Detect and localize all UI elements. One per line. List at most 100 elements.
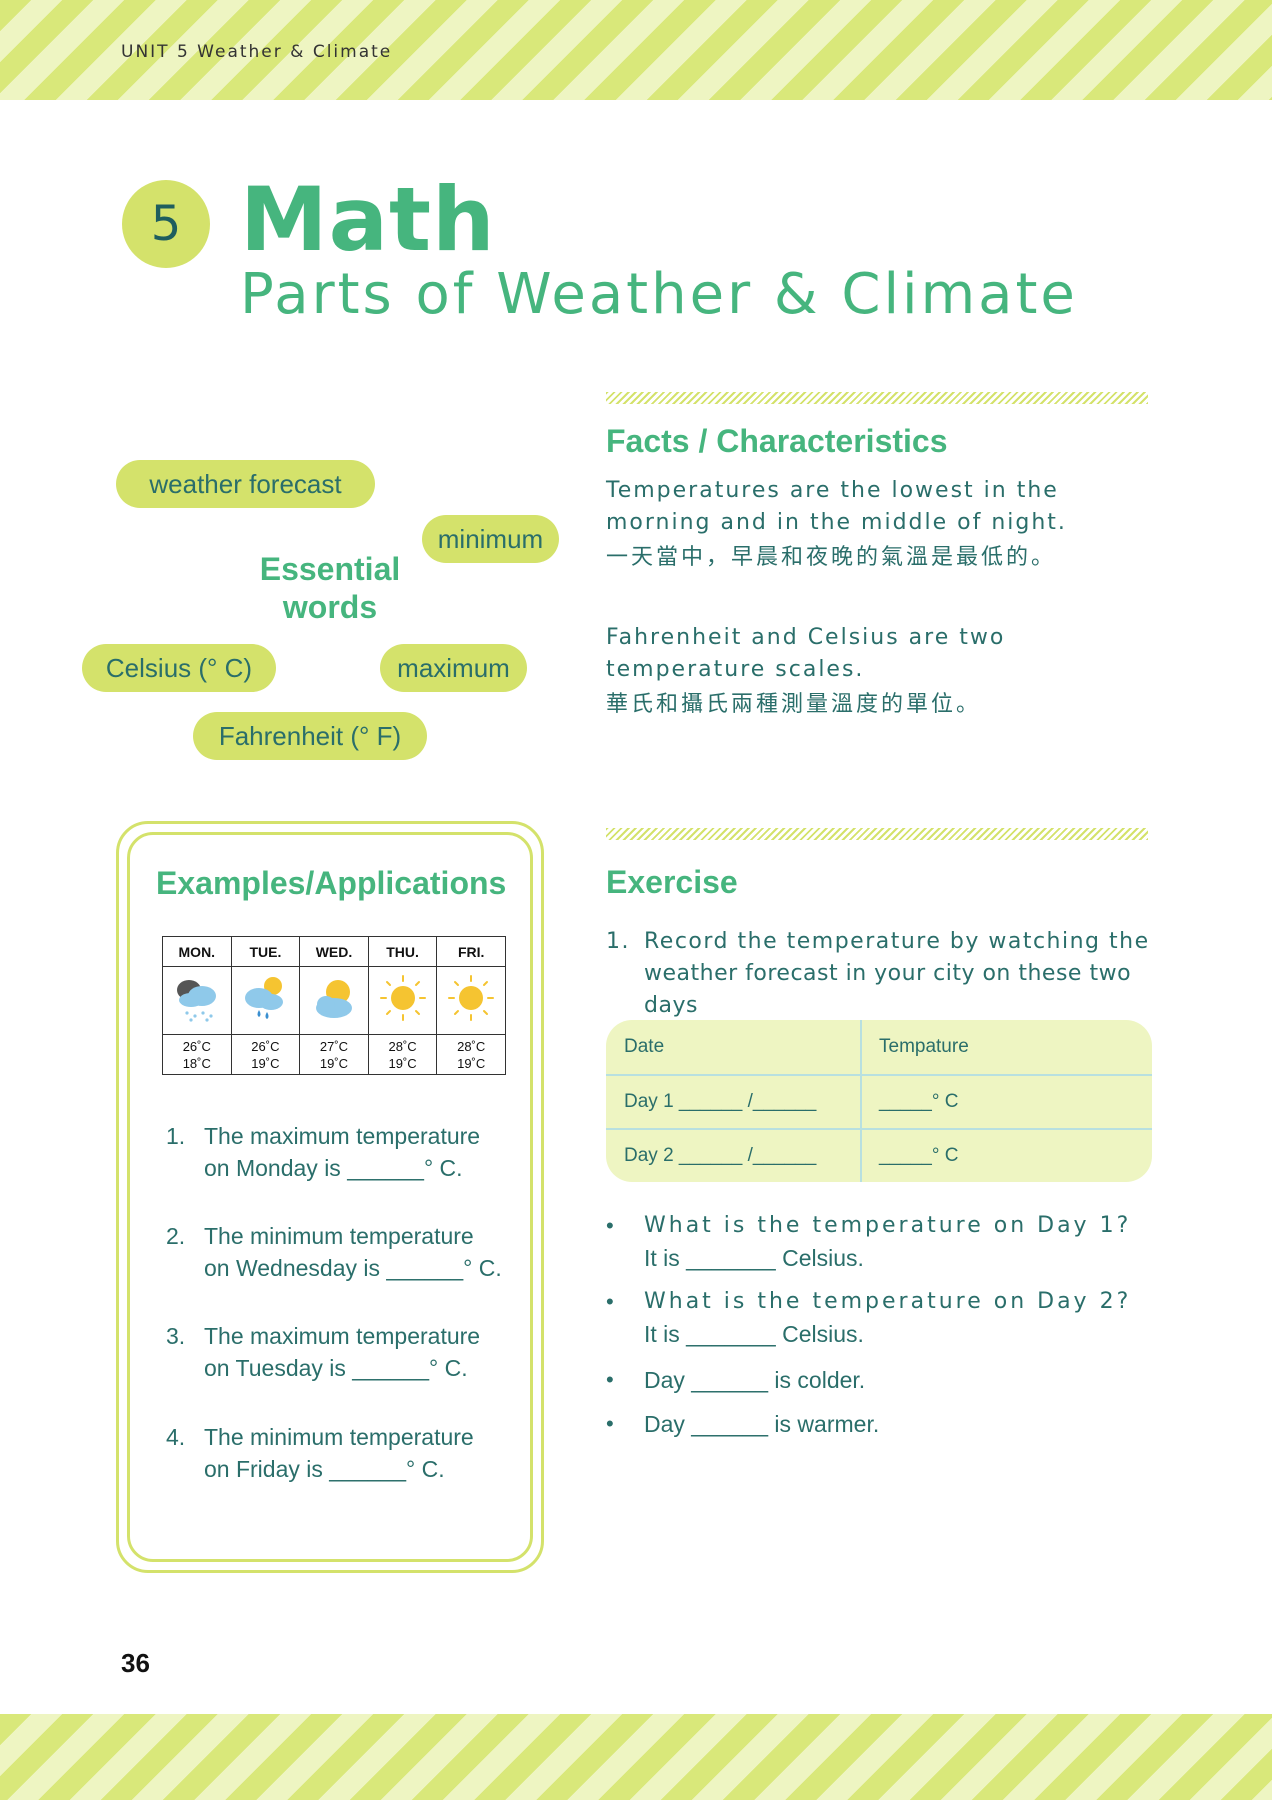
table-cell-date: Day 2 ______ /______	[624, 1145, 817, 1166]
forecast-temp-cell: 27˚C 19˚C	[299, 1034, 369, 1075]
exercise-divider	[606, 828, 1148, 840]
instruction-number: 1.	[606, 929, 630, 954]
forecast-icon-cell	[299, 966, 369, 1035]
word-pill-weather-forecast: weather forecast	[116, 460, 375, 508]
table-header-date: Date	[624, 1036, 665, 1057]
forecast-low: 19˚C	[388, 1055, 417, 1071]
question-number: 1.	[166, 1123, 186, 1149]
bullet-text: Day ______ is colder.	[644, 1367, 866, 1393]
bullet-text: Day ______ is warmer.	[644, 1411, 880, 1437]
example-question: 2. The minimum temperature on Wednesday …	[166, 1220, 536, 1284]
bottom-decorative-band	[0, 1714, 1272, 1800]
word-pill-celsius: Celsius (° C)	[82, 644, 276, 692]
table-header-temperature: Tempature	[879, 1036, 969, 1057]
forecast-temps-row: 26˚C 18˚C 26˚C 19˚C 27˚C 19˚C 28˚C 19˚C …	[162, 1034, 506, 1075]
forecast-high: 26˚C	[251, 1038, 280, 1054]
question-line: The maximum temperature	[204, 1123, 481, 1149]
forecast-icon-cell	[367, 966, 438, 1035]
example-question: 4. The minimum temperature on Friday is …	[166, 1421, 536, 1485]
sun-icon	[379, 975, 426, 1021]
essential-words-heading: Essential words	[240, 550, 420, 626]
table-header-row: Date Tempature	[606, 1020, 1152, 1074]
bullet-line: It is _______ Celsius.	[644, 1245, 864, 1271]
examples-panel	[116, 821, 544, 1573]
bullet-symbol: •	[606, 1411, 614, 1436]
bullet-symbol: •	[606, 1213, 614, 1238]
exercise-heading: Exercise	[606, 864, 738, 900]
bullet-symbol: •	[606, 1367, 614, 1392]
facts-divider	[606, 392, 1148, 404]
forecast-high: 27˚C	[319, 1038, 349, 1054]
table-cell-temperature: _____° C	[879, 1145, 959, 1166]
forecast-temp-cell: 28˚C 19˚C	[367, 1034, 438, 1075]
forecast-low: 18˚C	[182, 1055, 211, 1071]
forecast-low: 19˚C	[457, 1055, 486, 1071]
question-line: The minimum temperature	[204, 1424, 474, 1450]
essential-words-line1: Essential	[259, 551, 401, 587]
example-question: 1. The maximum temperature on Monday is …	[166, 1120, 536, 1184]
bullet-symbol: •	[606, 1289, 614, 1314]
sun-shower-icon	[245, 977, 284, 1019]
forecast-low: 19˚C	[319, 1055, 349, 1071]
forecast-icon-cell	[230, 966, 301, 1035]
bullet-text: What is the temperature on Day 2? It is …	[644, 1286, 1131, 1350]
exercise-bullet: • Day ______ is warmer.	[606, 1408, 1166, 1440]
bullet-line: It is _______ Celsius.	[644, 1321, 864, 1347]
word-pill-fahrenheit: Fahrenheit (° F)	[193, 712, 427, 760]
fact-chinese: 一天當中，早晨和夜晚的氣溫是最低的。	[606, 545, 1057, 570]
forecast-high: 28˚C	[388, 1038, 417, 1054]
exercise-bullet: • Day ______ is colder.	[606, 1364, 1166, 1396]
bullet-line: What is the temperature on Day 2?	[644, 1289, 1132, 1314]
question-line: on Friday is ______° C.	[204, 1456, 445, 1482]
forecast-icons-row	[162, 966, 506, 1035]
forecast-day: THU.	[367, 936, 438, 967]
temperature-record-table: Date Tempature Day 1 ______ /______ ____…	[606, 1020, 1152, 1182]
forecast-day: FRI.	[436, 936, 506, 967]
forecast-low: 19˚C	[251, 1055, 280, 1071]
forecast-temp-cell: 28˚C 19˚C	[436, 1034, 506, 1075]
question-line: on Wednesday is ______° C.	[204, 1255, 502, 1281]
question-number: 4.	[166, 1424, 186, 1450]
essential-words-line2: words	[282, 589, 378, 625]
table-row: Day 1 ______ /______ _____° C	[606, 1074, 1152, 1128]
fact-english: Fahrenheit and Celsius are two temperatu…	[606, 625, 1006, 682]
question-line: The maximum temperature	[204, 1323, 481, 1349]
instruction-line: Record the temperature by watching the	[644, 929, 1150, 954]
question-line: on Tuesday is ______° C.	[204, 1355, 468, 1381]
example-question: 3. The maximum temperature on Tuesday is…	[166, 1320, 536, 1384]
partly-cloudy-icon	[315, 980, 352, 1018]
instruction-line: weather forecast in your city on these t…	[644, 961, 1132, 1018]
lesson-title: Math	[240, 168, 496, 271]
forecast-day: MON.	[162, 936, 232, 967]
table-column-divider	[860, 1020, 862, 1182]
forecast-day: TUE.	[230, 936, 301, 967]
question-text: The minimum temperature on Wednesday is …	[204, 1220, 502, 1284]
forecast-icon-cell	[162, 966, 232, 1035]
exercise-bullet: • What is the temperature on Day 1? It i…	[606, 1210, 1166, 1274]
table-row: Day 2 ______ /______ _____° C	[606, 1128, 1152, 1182]
word-pill-minimum: minimum	[422, 515, 559, 563]
question-number: 2.	[166, 1223, 186, 1249]
forecast-day: WED.	[299, 936, 369, 967]
question-text: The minimum temperature on Friday is ___…	[204, 1421, 474, 1485]
unit-label: UNIT 5 Weather & Climate	[121, 42, 393, 62]
weekly-forecast-table: MON. TUE. WED. THU. FRI.	[162, 936, 506, 1075]
fact-english: Temperatures are the lowest in the morni…	[606, 478, 1067, 535]
instruction-text: Record the temperature by watching the w…	[644, 926, 1166, 1022]
table-cell-date: Day 1 ______ /______	[624, 1091, 817, 1112]
forecast-days-row: MON. TUE. WED. THU. FRI.	[162, 936, 506, 967]
forecast-high: 26˚C	[182, 1038, 211, 1054]
exercise-bullet: • What is the temperature on Day 2? It i…	[606, 1286, 1166, 1350]
facts-heading: Facts / Characteristics	[606, 423, 948, 459]
forecast-temp-cell: 26˚C 18˚C	[162, 1034, 232, 1075]
table-cell-temperature: _____° C	[879, 1091, 959, 1112]
question-text: The maximum temperature on Monday is ___…	[204, 1120, 480, 1184]
lesson-subtitle: Parts of Weather & Climate	[240, 262, 1078, 327]
fact-chinese: 華氏和攝氏兩種測量溫度的單位。	[606, 692, 982, 717]
examples-panel-inner-border	[127, 832, 533, 1562]
question-line: The minimum temperature	[204, 1223, 474, 1249]
forecast-temp-cell: 26˚C 19˚C	[230, 1034, 301, 1075]
fact-item: Temperatures are the lowest in the morni…	[606, 475, 1156, 575]
bullet-line: What is the temperature on Day 1?	[644, 1213, 1132, 1238]
rain-cloud-icon	[176, 980, 216, 1022]
